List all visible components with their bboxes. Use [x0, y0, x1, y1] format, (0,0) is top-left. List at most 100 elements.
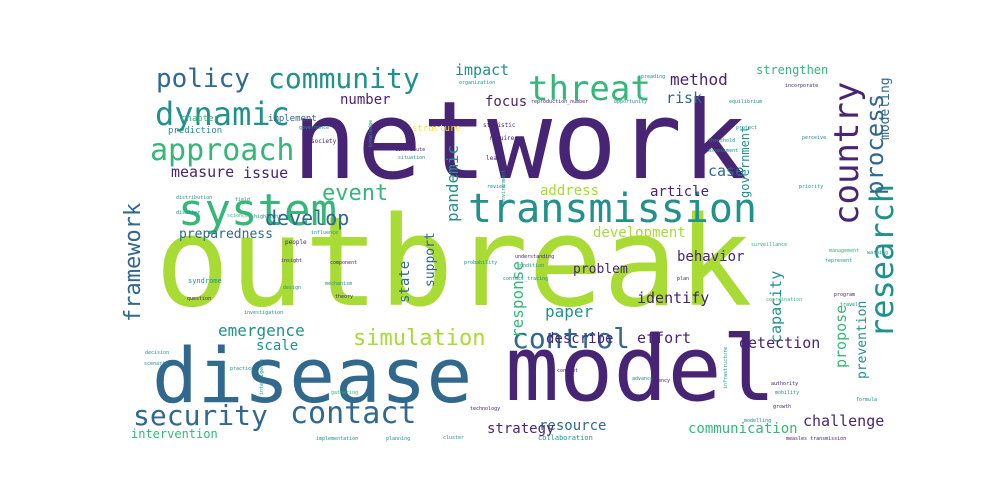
word-strengthen: strengthen	[756, 63, 828, 77]
word-process: process	[861, 94, 889, 195]
word-practice: practice	[230, 366, 254, 372]
word-transmission: transmission	[468, 186, 757, 232]
word-review: review	[487, 184, 506, 190]
word-policy: policy	[156, 64, 250, 94]
word-prediction: prediction	[168, 126, 222, 136]
word-contact-tracing: contact_tracing	[503, 276, 548, 282]
word-outbreak: outbreak	[155, 191, 752, 335]
word-number: number	[340, 92, 391, 108]
word-challenge: challenge	[803, 412, 884, 430]
word-case: case	[708, 162, 744, 180]
word-project: project	[736, 125, 757, 131]
word-contribute: contribute	[395, 147, 425, 153]
word-government: government	[738, 126, 752, 198]
word-dynamic: dynamic	[155, 95, 290, 133]
word-system: system	[178, 185, 337, 236]
word-structure: structure	[412, 124, 461, 134]
word-coordination: coordination	[766, 297, 802, 303]
word-question: question	[187, 296, 211, 302]
word-warning: warning	[867, 250, 888, 256]
word-country: country	[827, 82, 867, 225]
word-insight: insight	[281, 258, 302, 264]
word-state: state	[397, 261, 413, 303]
word-modeling: modeling	[878, 77, 893, 140]
word-field: field	[235, 197, 250, 203]
word-implementation: implementation	[316, 436, 358, 442]
word-scale: scale	[256, 338, 298, 354]
word-emergence: emergence	[218, 321, 305, 340]
word-research: research	[863, 184, 901, 338]
word-growth: growth	[773, 404, 791, 410]
word-disaster: disaster	[176, 210, 200, 216]
word-investigation: investigation	[244, 310, 283, 316]
word-concept: concept	[557, 368, 578, 374]
word-priority: priority	[799, 184, 823, 190]
word-cluster: cluster	[443, 435, 464, 441]
word-security: security	[133, 399, 268, 432]
word-condition: condition	[517, 263, 544, 269]
word-agency: agency	[652, 378, 670, 384]
word-mobility: mobility	[775, 390, 799, 396]
word-incorporate: incorporate	[785, 83, 818, 89]
word-framework: framework	[121, 203, 146, 322]
word-opportunity: opportunity	[614, 99, 647, 105]
word-science: science	[227, 213, 248, 219]
word-authority: authority	[771, 381, 798, 387]
word-intelligence: intelligence	[259, 359, 265, 395]
word-approach: approach	[150, 133, 295, 168]
word-behavior: behavior	[677, 249, 744, 265]
word-implement: implement	[268, 114, 317, 124]
word-pandemic: pandemic	[443, 145, 462, 222]
word-infrastructure: infrastructure	[723, 347, 729, 389]
word-support: support	[423, 232, 438, 287]
word-decision: decision	[145, 350, 169, 356]
word-problem: problem	[573, 262, 628, 277]
word-highlight: highlight	[254, 214, 281, 220]
word-strategy: strategy	[487, 421, 554, 437]
word-formula: formula	[856, 397, 877, 403]
word-measles-transmission: measles transmission	[786, 436, 846, 442]
word-develop: develop	[265, 206, 349, 230]
word-perceive: perceive	[802, 135, 826, 141]
word-identify: identify	[637, 289, 709, 307]
word-environment: environment	[501, 170, 507, 203]
word-spreading: spreading	[638, 74, 665, 80]
word-people: people	[285, 239, 307, 246]
word-issue: issue	[243, 164, 288, 182]
word-preparedness: preparedness	[179, 227, 273, 242]
word-probability: probability	[464, 260, 497, 266]
word-technology: technology	[470, 406, 500, 412]
word-event: event	[322, 181, 388, 206]
word-describe: describe	[546, 331, 613, 347]
word-distribution: distribution	[176, 195, 212, 201]
word-equilibrium: equilibrium	[729, 99, 762, 105]
word-planning: planning	[386, 436, 410, 442]
word-advance: advance	[632, 376, 653, 382]
word-represent: represent	[825, 258, 852, 264]
word-prevention: prevention	[855, 301, 870, 379]
word-capacity: capacity	[767, 271, 785, 343]
word-chapter: chapter	[181, 114, 220, 124]
word-assessment: assessment	[708, 148, 738, 154]
word-mechanism: mechanism	[325, 281, 352, 287]
word-network: network	[292, 79, 747, 204]
word-gathering: gathering	[331, 390, 358, 396]
word-lead: lead	[486, 155, 501, 162]
word-knowledge: knowledge	[368, 120, 374, 147]
word-simulation: simulation	[353, 326, 485, 351]
word-paper: paper	[545, 302, 594, 321]
word-surveillance: surveillance	[751, 242, 787, 248]
word-effort: effort	[637, 329, 691, 347]
word-control: control	[512, 322, 630, 355]
word-method: method	[670, 70, 728, 89]
word-threshold: threshold	[708, 138, 735, 144]
word-communication: communication	[688, 421, 798, 437]
word-impact: impact	[455, 61, 509, 79]
word-response: response	[508, 261, 527, 338]
word-require: require	[489, 135, 515, 142]
word-design: design	[283, 285, 301, 291]
word-disease: disease	[152, 331, 472, 420]
word-plan: plan	[677, 276, 689, 282]
